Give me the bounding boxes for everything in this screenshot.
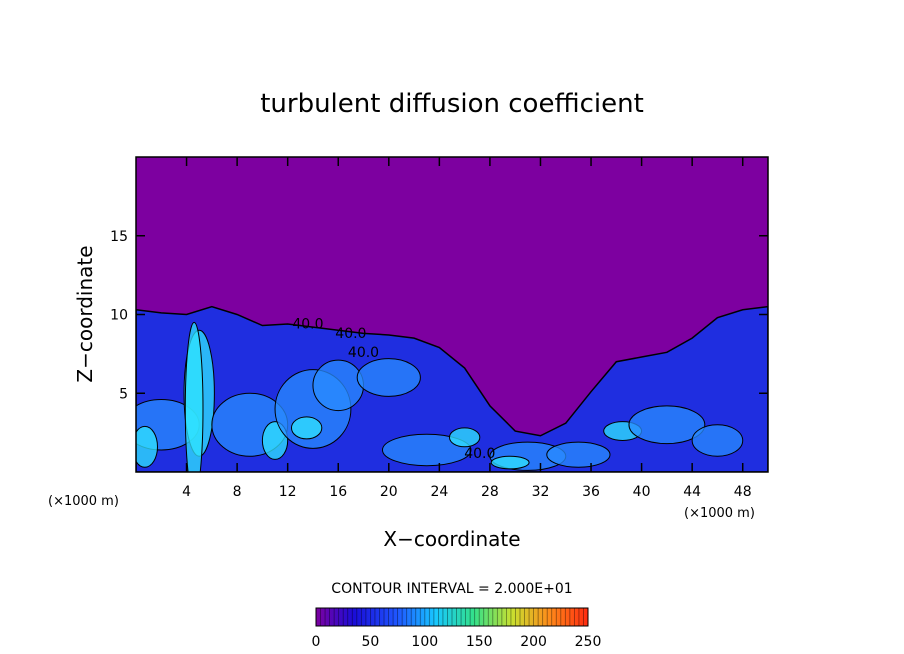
- x-axis: 4 8 12 16 20 24 28 32 36 40 44 48: [182, 157, 752, 500]
- y-tick-label: 10: [110, 308, 128, 324]
- y-tick-label: 5: [119, 386, 128, 402]
- colorbar-tick-label: 50: [361, 634, 379, 650]
- contour-interval-label: CONTOUR INTERVAL = 2.000E+01: [331, 581, 572, 597]
- colorbar-tick-label: 250: [575, 634, 602, 650]
- contour-patch: [136, 425, 158, 468]
- plot-area: 40.0 40.0 40.0 40.0: [136, 157, 768, 472]
- contour-patch: [184, 321, 204, 472]
- contour-patch: [381, 433, 472, 467]
- contour-patch: [546, 441, 611, 468]
- x-tick-label: 16: [329, 484, 347, 500]
- x-tick-label: 8: [233, 484, 242, 500]
- x-axis-label: X−coordinate: [383, 527, 520, 551]
- colorbar-tick-label: 100: [411, 634, 438, 650]
- x-tick-label: 12: [279, 484, 297, 500]
- x-tick-label: 44: [683, 484, 701, 500]
- x-tick-label: 48: [734, 484, 752, 500]
- colorbar-gradient: [315, 607, 589, 627]
- contour-label: 40.0: [335, 326, 366, 342]
- x-tick-label: 4: [182, 484, 191, 500]
- contour-patch: [448, 427, 481, 448]
- colorbar-tick-label: 200: [520, 634, 547, 650]
- contour-label: 40.0: [348, 345, 379, 361]
- contour-patch: [490, 455, 530, 470]
- y-axis: 5 10 15: [110, 229, 768, 402]
- chart-title: turbulent diffusion coefficient: [260, 89, 644, 119]
- x-tick-label: 36: [582, 484, 600, 500]
- colorbar-stripes: [320, 608, 584, 626]
- x-unit-left: (×1000 m): [48, 494, 119, 509]
- colorbar: 0 50 100 150 200 250: [312, 607, 602, 650]
- contour-label: 40.0: [292, 317, 323, 333]
- y-tick-label: 15: [110, 229, 128, 245]
- colorbar-tick-label: 150: [466, 634, 493, 650]
- contour-label: 40.0: [464, 446, 495, 462]
- contour-patch: [356, 358, 421, 397]
- contour-patch: [628, 405, 706, 445]
- x-tick-label: 20: [380, 484, 398, 500]
- contour-patch: [290, 416, 323, 440]
- x-tick-label: 40: [633, 484, 651, 500]
- colorbar-tick-label: 0: [312, 634, 321, 650]
- x-tick-label: 24: [430, 484, 448, 500]
- colorbar-ticks: 0 50 100 150 200 250: [312, 634, 602, 650]
- contour-patch: [312, 359, 365, 412]
- contour-patch: [691, 424, 744, 457]
- x-tick-label: 32: [532, 484, 550, 500]
- x-tick-label: 28: [481, 484, 499, 500]
- y-axis-label: Z−coordinate: [73, 245, 97, 382]
- x-unit-right: (×1000 m): [684, 506, 755, 521]
